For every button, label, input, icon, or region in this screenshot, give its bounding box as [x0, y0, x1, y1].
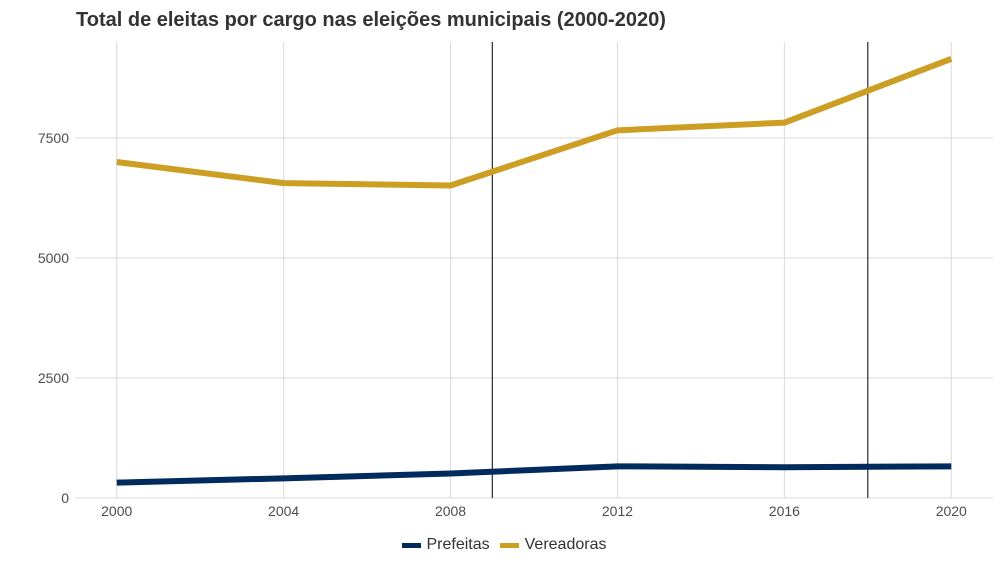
y-tick-label: 7500 [38, 130, 69, 146]
series-line-prefeitas [116, 463, 952, 486]
chart-title: Total de eleitas por cargo nas eleições … [76, 9, 666, 31]
x-tick-label: 2004 [268, 503, 299, 519]
grid-lines [75, 42, 993, 499]
x-tick-label: 2016 [769, 503, 800, 519]
series-lines [116, 55, 953, 486]
y-axis: 0 2500 5000 7500 [38, 130, 69, 506]
reference-lines [491, 42, 869, 498]
x-tick-label: 2008 [435, 503, 466, 519]
legend-label-vereadoras: Vereadoras [524, 536, 607, 553]
series-line-vereadoras [116, 55, 953, 189]
legend-label-prefeitas: Prefeitas [426, 536, 490, 553]
legend: Prefeitas Vereadoras [0, 536, 1008, 554]
legend-key-prefeitas [401, 542, 421, 548]
legend-item-prefeitas: Prefeitas [401, 536, 490, 554]
x-tick-label: 2012 [602, 503, 633, 519]
y-tick-label: 2500 [38, 370, 69, 386]
x-tick-label: 2000 [101, 503, 132, 519]
x-axis: 2000 2004 2008 2012 2016 2020 [101, 503, 967, 519]
x-tick-label: 2020 [936, 503, 967, 519]
y-tick-label: 0 [61, 490, 69, 506]
legend-item-vereadoras: Vereadoras [499, 536, 607, 554]
legend-key-vereadoras [499, 542, 519, 548]
y-tick-label: 5000 [38, 250, 69, 266]
